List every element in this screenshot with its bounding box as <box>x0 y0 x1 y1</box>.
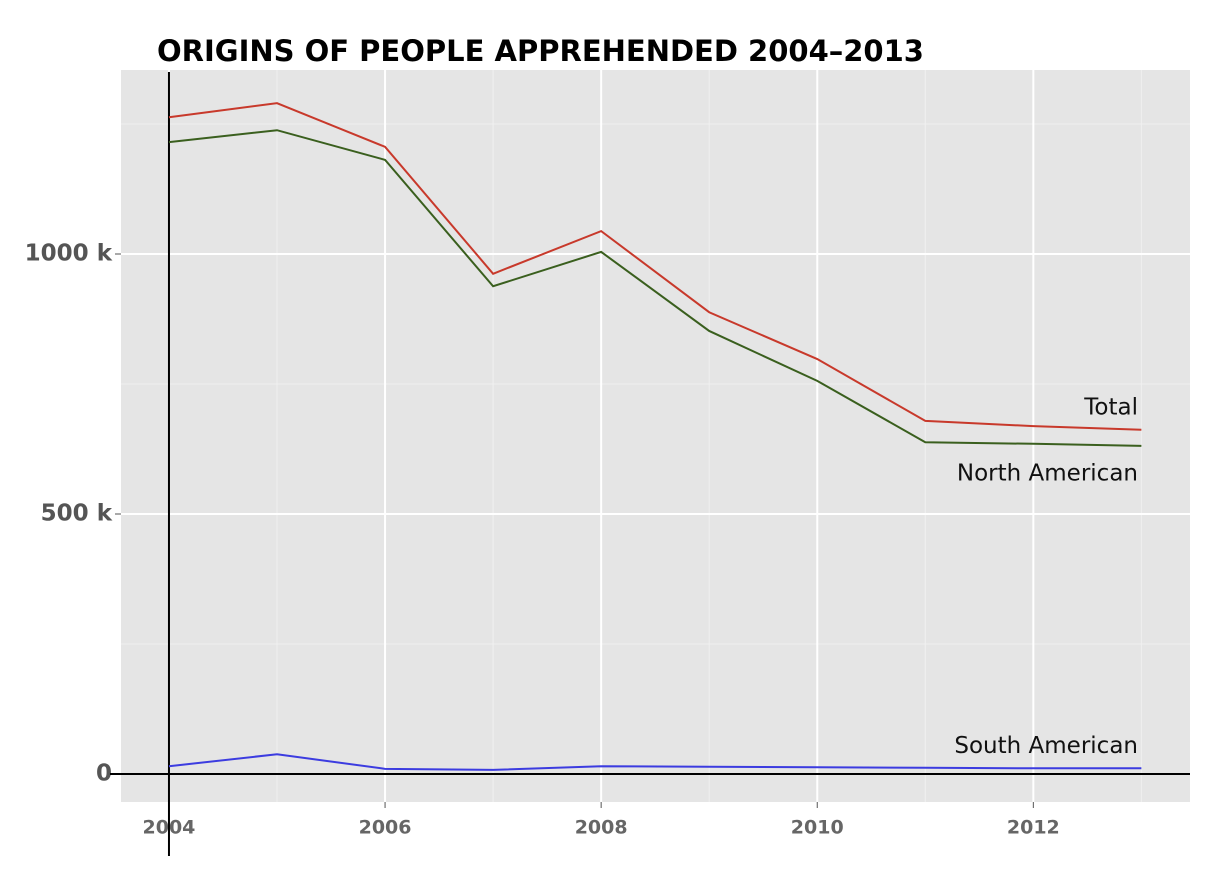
x-tick-label: 2010 <box>791 817 844 839</box>
chart-title: ORIGINS OF PEOPLE APPREHENDED 2004–2013 <box>157 34 924 68</box>
series-label: Total <box>1083 394 1138 420</box>
series-line <box>168 753 1142 771</box>
x-tick-label: 2008 <box>575 817 628 839</box>
series-label: South American <box>954 733 1138 759</box>
y-tick-label: 1000 k <box>25 240 113 266</box>
series-line <box>168 102 1142 431</box>
y-tick-label: 0 <box>96 761 112 787</box>
y-tick-label: 500 k <box>41 501 113 527</box>
series-line <box>168 129 1142 447</box>
x-tick-label: 2012 <box>1007 817 1060 839</box>
plot-background <box>121 70 1190 802</box>
x-tick-label: 2006 <box>359 817 412 839</box>
series-label: North American <box>957 460 1138 486</box>
